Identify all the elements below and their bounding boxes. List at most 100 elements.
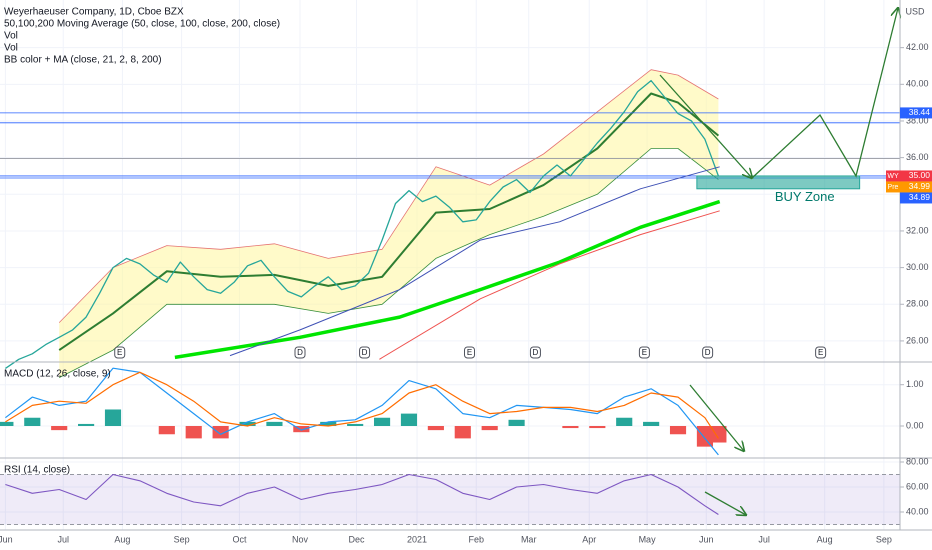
price-tag-label: 34.99 bbox=[909, 181, 931, 191]
drawings bbox=[659, 8, 898, 515]
macd-histogram-bar bbox=[643, 421, 660, 426]
macd-histogram-bar bbox=[0, 421, 14, 426]
event-label: E bbox=[642, 348, 647, 357]
event-badge bbox=[638, 346, 650, 359]
macd-histogram-bar bbox=[347, 423, 364, 426]
arrow bbox=[704, 491, 746, 515]
y-tick-label: 42.00 bbox=[906, 42, 929, 52]
macd-histogram-bar bbox=[293, 426, 310, 433]
x-tick-label: Oct bbox=[232, 534, 247, 544]
x-tick-label: Jul bbox=[57, 534, 69, 544]
arrow bbox=[689, 384, 744, 451]
y-tick-label: 30.00 bbox=[906, 262, 929, 272]
currency: USD bbox=[905, 6, 925, 16]
macd-histogram-bar bbox=[427, 426, 444, 431]
macd-histogram-bar bbox=[454, 426, 471, 439]
grid bbox=[0, 0, 900, 530]
x-tick-label: Dec bbox=[348, 534, 365, 544]
moving-average bbox=[174, 199, 721, 360]
y-tick-label: 60.00 bbox=[906, 481, 929, 491]
macd-histogram-bar bbox=[589, 426, 606, 429]
event-label: D bbox=[362, 348, 368, 357]
macd-histogram-bar bbox=[710, 426, 727, 443]
macd-histogram-bar bbox=[212, 426, 229, 439]
event-label: E bbox=[818, 348, 823, 357]
price-tag-label: 38.44 bbox=[909, 107, 931, 117]
rsi-title: RSI (14, close) bbox=[4, 465, 70, 476]
macd-histogram-bar bbox=[508, 419, 525, 426]
signal-line bbox=[5, 371, 719, 439]
x-tick-label: Jul bbox=[758, 534, 770, 544]
x-tick-label: Jun bbox=[0, 534, 13, 544]
x-tick-label: Apr bbox=[582, 534, 596, 544]
event-badge bbox=[702, 346, 714, 359]
y-tick-label: 36.00 bbox=[906, 152, 929, 162]
price-tag-label: 34.89 bbox=[909, 192, 931, 202]
macd-title: MACD (12, 26, close, 9) bbox=[4, 369, 111, 380]
arrow-path bbox=[751, 8, 898, 179]
rsi-line bbox=[5, 473, 719, 515]
price-tag-name: Pre bbox=[888, 184, 899, 191]
indicator-label: 50,100,200 Moving Average (50, close, 10… bbox=[4, 19, 280, 30]
macd-histogram-bar bbox=[669, 426, 687, 435]
price-tag bbox=[900, 192, 932, 204]
macd-histogram-bar bbox=[320, 421, 337, 426]
arrow bbox=[659, 74, 752, 178]
x-tick-label: 2021 bbox=[407, 534, 427, 544]
y-tick-label: 26.00 bbox=[906, 335, 929, 345]
chart-title: Weyerhaeuser Company, 1D, Cboe BZX bbox=[4, 7, 184, 18]
rsi-pane bbox=[0, 473, 900, 525]
x-tick-label: Sep bbox=[174, 534, 190, 544]
y-tick-label: 32.00 bbox=[906, 225, 929, 235]
event-label: D bbox=[297, 348, 303, 357]
y-tick-label: 80.00 bbox=[906, 456, 929, 466]
macd-histogram-bar bbox=[373, 417, 391, 426]
event-label: D bbox=[705, 348, 711, 357]
macd-histogram-bar bbox=[51, 426, 68, 431]
event-badge bbox=[464, 346, 476, 359]
event-label: E bbox=[467, 348, 472, 357]
x-tick-label: Feb bbox=[468, 534, 484, 544]
event-badge bbox=[114, 346, 126, 359]
macd-histogram-bar bbox=[400, 413, 418, 426]
y-tick-label: 28.00 bbox=[906, 299, 929, 309]
macd-histogram-bar bbox=[239, 421, 256, 426]
bollinger-lower bbox=[59, 148, 719, 378]
buy-zone-label: BUY Zone bbox=[775, 189, 835, 204]
macd-histogram-bar bbox=[104, 409, 122, 426]
price-tag-label: 35.00 bbox=[909, 170, 931, 180]
y-tick-label: 40.00 bbox=[906, 506, 929, 516]
price-line bbox=[5, 79, 720, 369]
x-tick-label: Nov bbox=[292, 534, 309, 544]
price-tag-badge bbox=[886, 170, 900, 182]
macd-histogram-bar bbox=[266, 421, 283, 426]
indicator-label: BB color + MA (close, 21, 2, 8, 200) bbox=[4, 55, 162, 66]
price-tag bbox=[900, 107, 932, 119]
moving-average bbox=[229, 166, 720, 357]
x-tick-label: Aug bbox=[114, 534, 130, 544]
x-tick-label: Jun bbox=[699, 534, 714, 544]
event-badge bbox=[294, 346, 306, 359]
macd-histogram-bar bbox=[616, 417, 633, 426]
macd-histogram-bar bbox=[78, 423, 95, 426]
y-tick-label: 40.00 bbox=[906, 79, 929, 89]
macd-histogram-bar bbox=[696, 426, 714, 447]
bollinger-upper bbox=[58, 69, 719, 323]
axes: Jun Jul Aug Sep Oct Nov Dec 2021 Feb Mar Apr May Jun… bbox=[0, 42, 932, 544]
price-tag bbox=[900, 181, 932, 193]
event-badge bbox=[529, 346, 541, 359]
bollinger-basis bbox=[58, 92, 720, 351]
macd-histogram-bar bbox=[185, 426, 202, 439]
indicator-label: Vol bbox=[4, 43, 18, 54]
macd-histogram-bar bbox=[562, 426, 579, 429]
macd-histogram-bar bbox=[24, 417, 41, 426]
indicator-label: Vol bbox=[4, 31, 18, 42]
price-pane: BUY Zone E D D E D E D E bbox=[0, 69, 900, 378]
event-badge bbox=[815, 346, 827, 359]
legend: Weyerhaeuser Company, 1D, Cboe BZX 50,10… bbox=[4, 6, 925, 475]
macd-pane bbox=[0, 367, 727, 456]
y-tick-label: 38.00 bbox=[906, 115, 929, 125]
macd-line bbox=[5, 367, 719, 456]
